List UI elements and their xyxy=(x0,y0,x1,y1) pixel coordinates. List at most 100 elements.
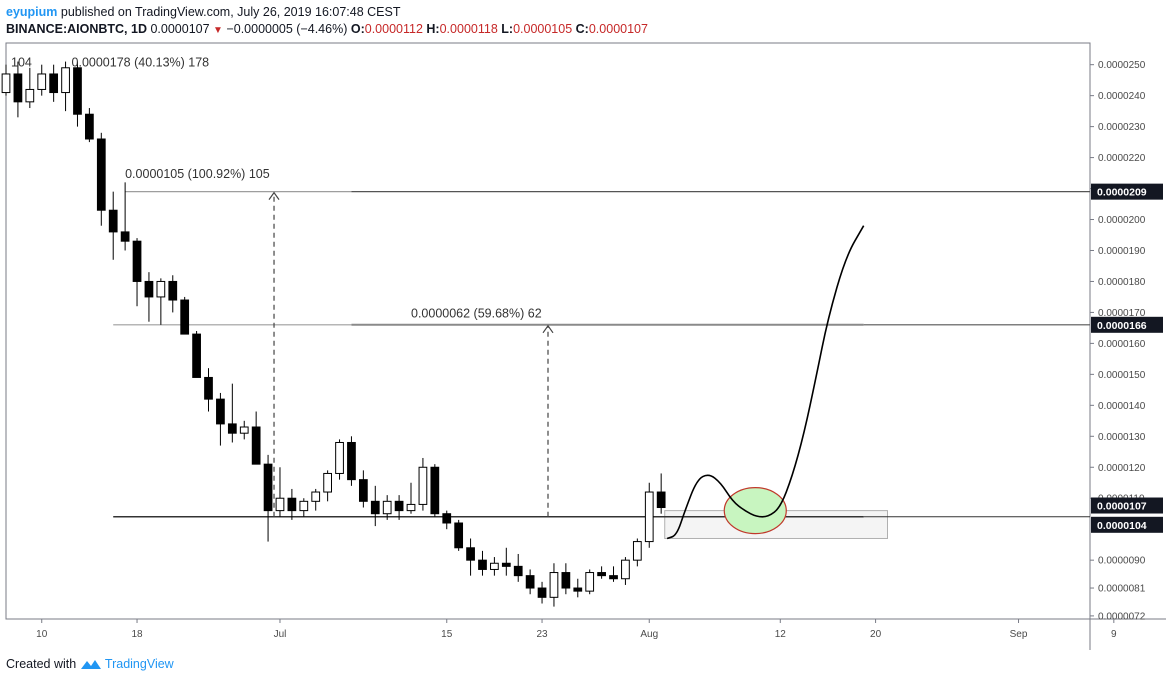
candle-body xyxy=(96,138,106,211)
candle-body xyxy=(561,572,571,589)
x-tick-label: 20 xyxy=(870,629,882,640)
candle-body xyxy=(192,333,201,378)
price-label-3: 0.0000107 xyxy=(1097,501,1147,513)
x-tick-label: 18 xyxy=(131,629,143,640)
price-label-bg-1 xyxy=(1091,183,1163,200)
projection-path xyxy=(666,225,865,540)
candle-body xyxy=(251,426,261,465)
y-tick-label: 0.0000190 xyxy=(1098,246,1146,257)
x-tick-label: Sep xyxy=(1010,629,1028,640)
candle-body xyxy=(406,503,416,512)
candle-body xyxy=(227,423,237,434)
high-value: 0.0000118 xyxy=(439,22,498,36)
candle-body xyxy=(85,113,94,140)
candle-body xyxy=(168,280,178,301)
y-tick-label: 0.0000130 xyxy=(1098,432,1146,443)
candle-body xyxy=(335,441,344,474)
footer: Created with TradingView xyxy=(6,657,174,671)
candle-body xyxy=(311,491,321,502)
x-tick-label: 9 xyxy=(1111,629,1117,640)
candle-body xyxy=(156,280,166,298)
candle-body xyxy=(263,463,273,512)
close-value: 0.0000107 xyxy=(588,22,648,36)
measure-annotation-1: 0.0000178 (40.13%) 178 xyxy=(72,56,210,70)
price-chart[interactable]: 0.00000720.00000810.00000900.00001100.00… xyxy=(0,0,1166,650)
candle-body xyxy=(323,472,332,493)
x-tick-label: 10 xyxy=(36,629,48,640)
candle-body xyxy=(37,73,47,90)
candle-body xyxy=(644,491,654,543)
y-tick-label: 0.0000150 xyxy=(1098,370,1146,381)
y-tick-label: 0.0000170 xyxy=(1098,308,1146,319)
candle-body xyxy=(180,299,190,335)
candle-body xyxy=(108,209,118,233)
open-value: 0.0000112 xyxy=(364,22,423,36)
candle-body xyxy=(73,67,82,115)
candle-body xyxy=(13,73,23,103)
candle-body xyxy=(573,587,583,592)
candle-body xyxy=(490,562,499,570)
y-tick-label: 0.0000240 xyxy=(1098,91,1146,102)
close-label: C: xyxy=(575,22,589,36)
created-with-text: Created with xyxy=(6,657,77,671)
candle-body xyxy=(358,479,368,502)
tradingview-logo-icon xyxy=(80,660,101,669)
price-label-bg-2 xyxy=(1091,316,1163,333)
candle-body xyxy=(537,587,547,598)
high-label: H: xyxy=(426,22,440,36)
y-tick-label: 0.0000230 xyxy=(1098,122,1146,133)
price-label-1: 0.0000209 xyxy=(1097,187,1147,199)
candle-body xyxy=(299,500,309,512)
price-label-4: 0.0000104 xyxy=(1097,520,1147,532)
measure-annotation-2: 0.0000105 (100.92%) 105 xyxy=(125,167,270,181)
published-text: published on TradingView.com, July 26, 2… xyxy=(60,5,401,19)
username-link[interactable]: eyupium xyxy=(6,5,58,19)
candle-body xyxy=(430,466,440,515)
candle-body xyxy=(132,240,142,282)
low-value: 0.0000105 xyxy=(513,22,573,36)
candle-body xyxy=(466,547,475,561)
candle-body xyxy=(275,497,285,512)
x-tick-label: 15 xyxy=(441,629,453,640)
candle-body xyxy=(120,231,130,242)
candle-body xyxy=(621,559,630,580)
y-tick-label: 0.0000180 xyxy=(1098,277,1146,288)
candle-body xyxy=(144,280,154,298)
candle-body xyxy=(216,398,225,425)
low-label: L: xyxy=(501,22,514,36)
y-tick-label: 0.0000200 xyxy=(1098,215,1146,226)
tradingview-link[interactable]: TradingView xyxy=(104,657,174,671)
candle-body xyxy=(549,572,559,598)
x-tick-label: Aug xyxy=(640,629,658,640)
open-label: O: xyxy=(350,22,365,36)
y-tick-label: 0.0000160 xyxy=(1098,339,1146,350)
candle-body xyxy=(394,500,404,512)
y-tick-label: 0.0000120 xyxy=(1098,463,1146,474)
symbol-label[interactable]: BINANCE:AIONBTC, 1D xyxy=(6,22,147,36)
candle-body xyxy=(418,466,428,505)
candle-body xyxy=(585,572,595,592)
price-label-bg-4 xyxy=(1091,516,1163,533)
candle-body xyxy=(597,572,606,577)
price-label-bg-3 xyxy=(1091,497,1163,514)
measure-arrow-head-2 xyxy=(542,324,554,334)
candle-body xyxy=(382,500,392,515)
candle-body xyxy=(25,88,35,103)
annotation-prefix-1: 104 xyxy=(11,56,32,70)
measure-annotation-3: 0.0000062 (59.68%) 62 xyxy=(411,306,542,320)
candle-body xyxy=(609,575,618,580)
y-tick-label: 0.0000072 xyxy=(1098,611,1146,622)
candle-body xyxy=(204,376,213,400)
candle-body xyxy=(347,441,356,481)
candle-body xyxy=(61,67,70,94)
candle-body xyxy=(454,522,464,549)
ohlc-legend: BINANCE:AIONBTC, 1D 0.0000107 ▼ −0.00000… xyxy=(6,22,648,36)
y-tick-label: 0.0000140 xyxy=(1098,401,1146,412)
candle-body xyxy=(370,500,380,515)
x-tick-label: 23 xyxy=(536,629,548,640)
x-tick-label: Jul xyxy=(274,629,287,640)
last-price: 0.0000107 xyxy=(150,22,210,36)
candle-body xyxy=(49,73,59,94)
candle-body xyxy=(632,541,642,561)
candle-body xyxy=(656,491,666,509)
